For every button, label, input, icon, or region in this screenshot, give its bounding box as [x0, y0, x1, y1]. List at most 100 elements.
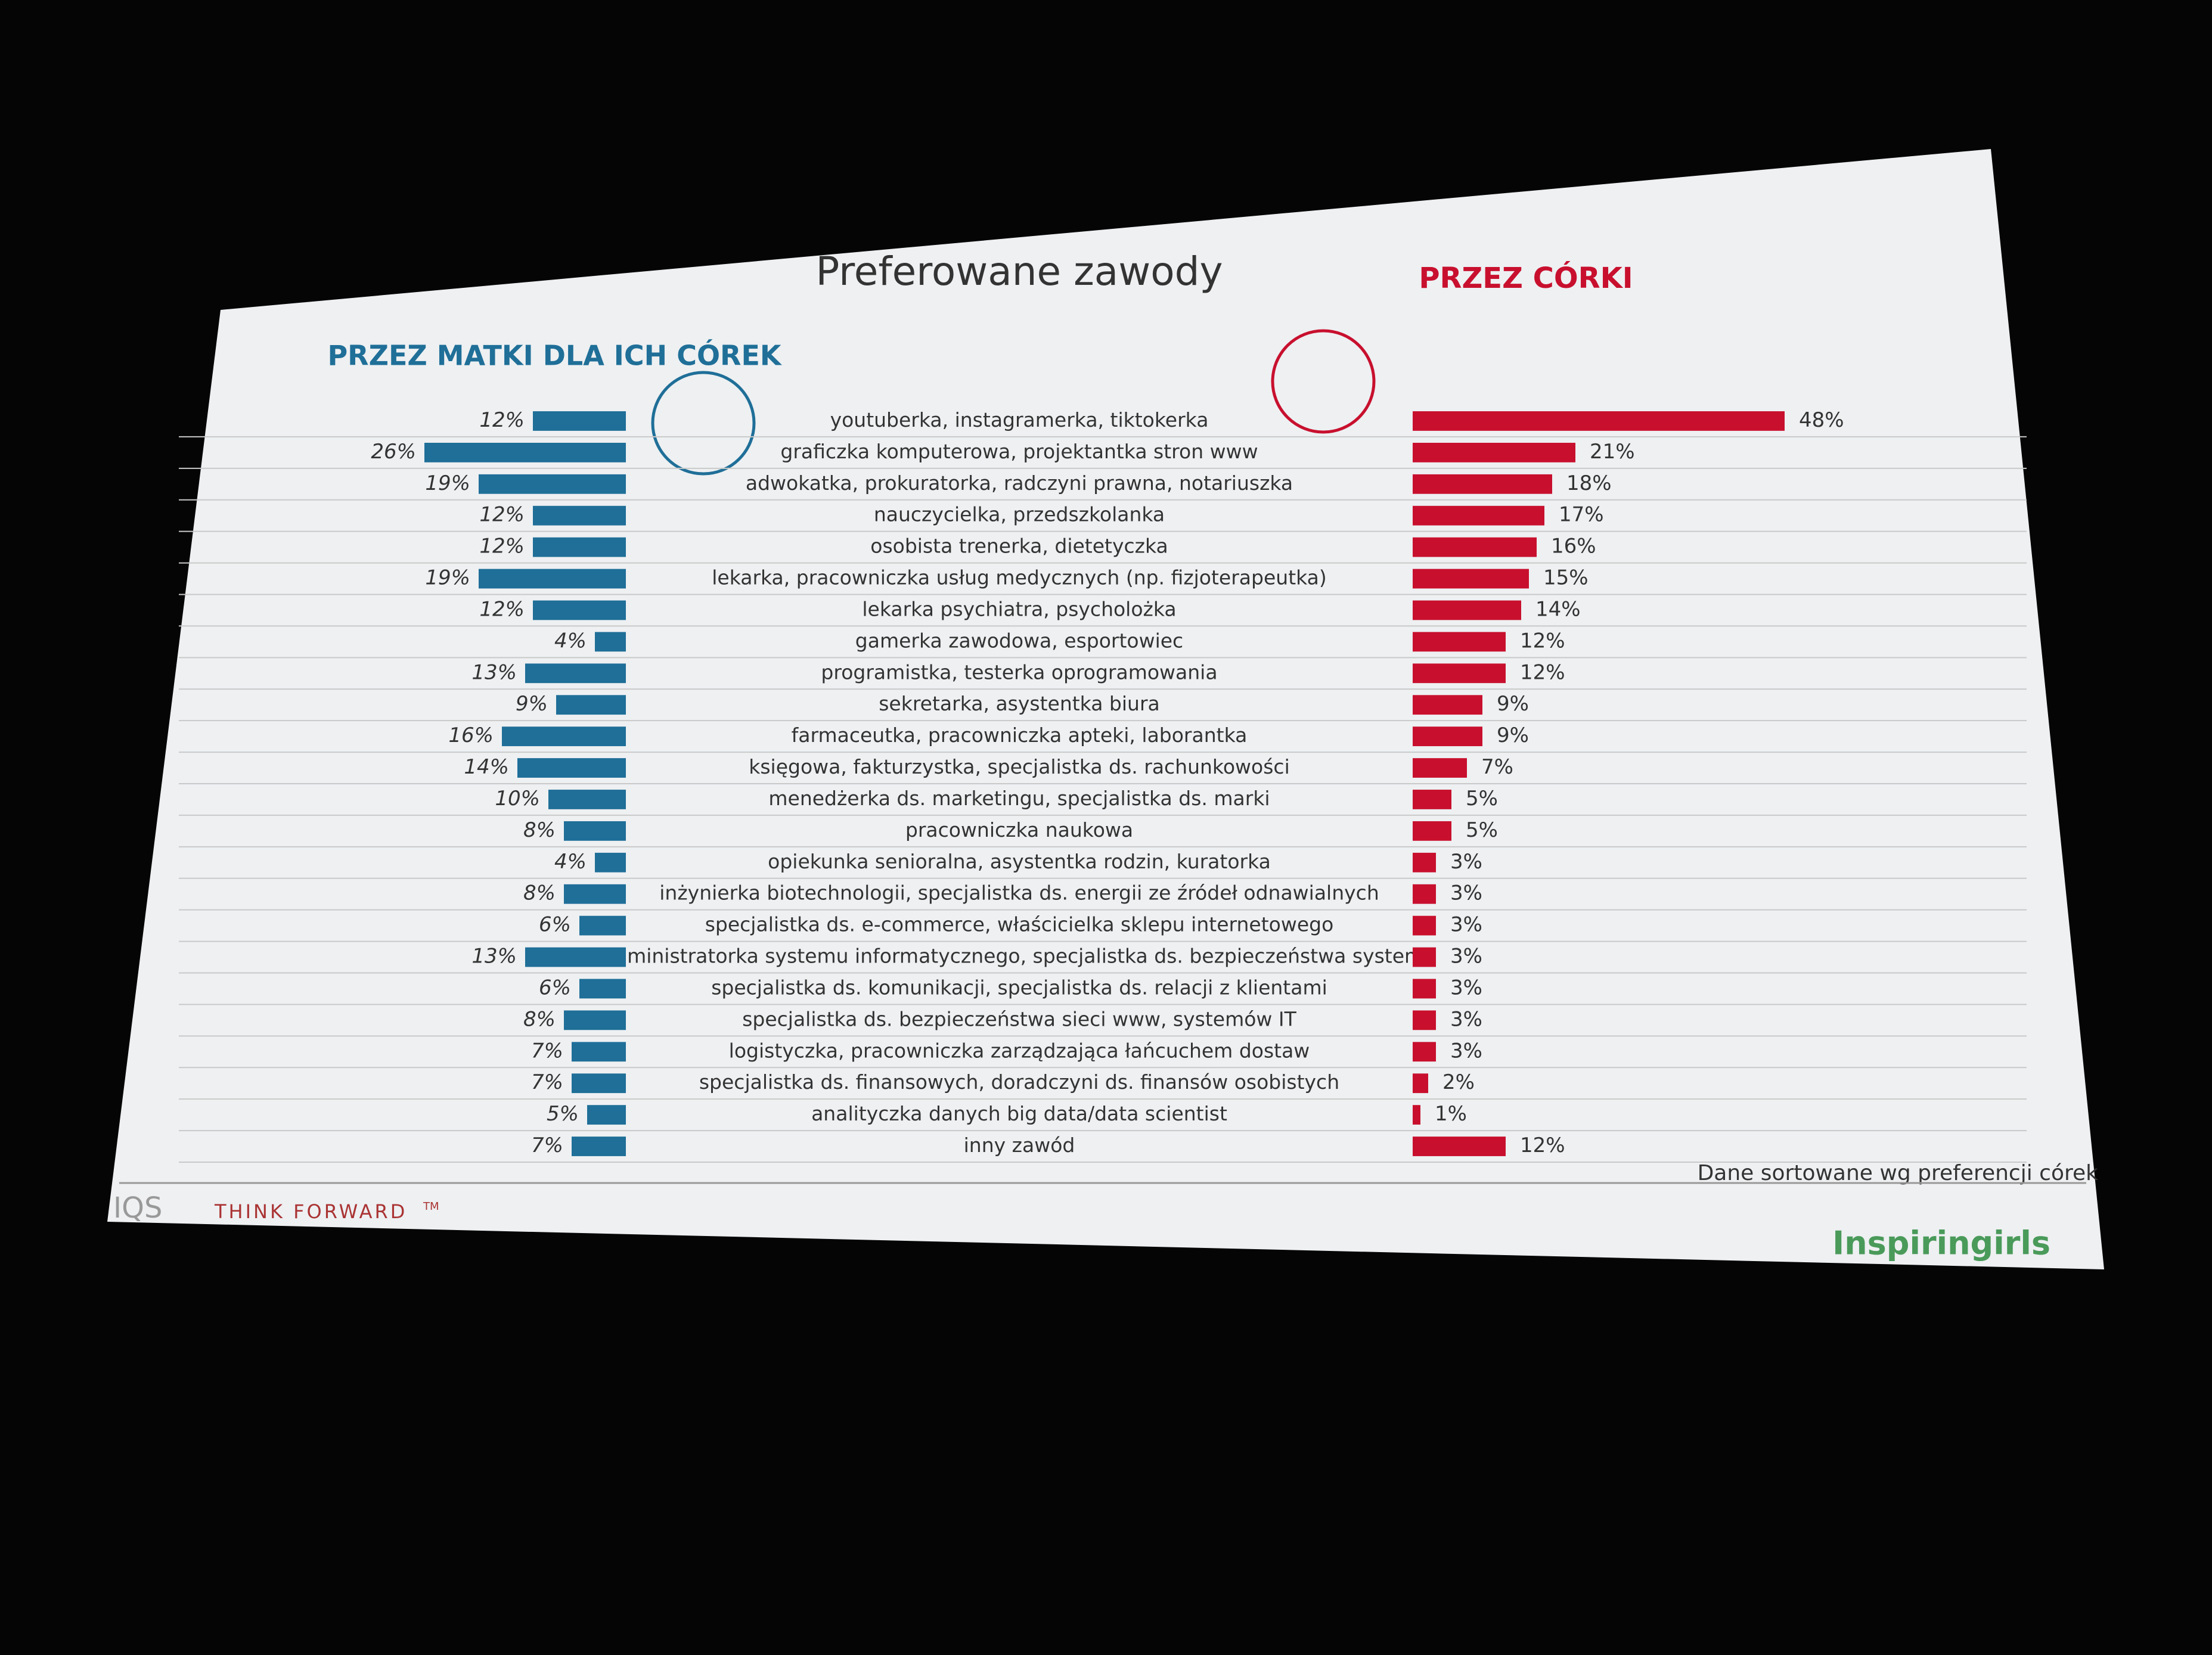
bar — [595, 852, 626, 872]
value-label: 3% — [1450, 913, 1482, 937]
bar — [1413, 632, 1506, 652]
value-label: 10% — [495, 787, 540, 811]
category-label: youtuberka, instagramerka, tiktokerka — [830, 408, 1209, 431]
footer-left: THINK FORWARD — [214, 1200, 407, 1223]
bar — [572, 1042, 626, 1062]
value-label: 14% — [1535, 597, 1581, 621]
category-label: adwokatka, prokuratorka, radczyni prawna… — [746, 471, 1293, 495]
category-label: sekretarka, asystentka biura — [879, 692, 1160, 715]
bar — [533, 600, 626, 620]
bar — [479, 474, 626, 494]
bar — [1413, 1010, 1436, 1030]
value-label: 12% — [1520, 660, 1565, 684]
bar — [533, 505, 626, 526]
value-label: 48% — [1799, 408, 1844, 432]
value-label: 3% — [1450, 976, 1482, 999]
bar — [564, 884, 626, 904]
value-label: 2% — [1442, 1070, 1475, 1094]
value-label: 19% — [425, 566, 470, 590]
category-label: graficzka komputerowa, projektantka stro… — [780, 440, 1258, 463]
value-label: 3% — [1450, 1007, 1482, 1031]
category-label: nauczycielka, przedszkolanka — [874, 503, 1165, 526]
bar — [595, 632, 626, 652]
bar — [587, 1105, 626, 1125]
value-label: 3% — [1450, 945, 1482, 968]
value-label: 7% — [531, 1070, 563, 1094]
bar — [533, 411, 626, 431]
chart-title: Preferowane zawody — [815, 249, 1223, 294]
value-label: 3% — [1450, 881, 1482, 905]
value-label: 4% — [554, 850, 587, 874]
category-label: administratorka systemu informatycznego,… — [603, 945, 1436, 968]
value-label: 9% — [1497, 724, 1529, 747]
bar — [525, 947, 626, 967]
bar — [1413, 442, 1575, 462]
value-label: 9% — [516, 692, 548, 716]
value-label: 7% — [531, 1039, 563, 1063]
bar — [1413, 1042, 1436, 1062]
category-label: specjalistka ds. finansowych, doradczyni… — [699, 1070, 1339, 1094]
value-label: 8% — [523, 1007, 556, 1031]
category-label: osobista trenerka, dietetyczka — [870, 535, 1168, 558]
bar — [1413, 474, 1552, 494]
value-label: 5% — [547, 1102, 579, 1126]
value-label: 8% — [523, 881, 556, 905]
right-heading: PRZEZ CÓRKI — [1419, 261, 1633, 295]
value-label: 4% — [554, 629, 587, 653]
bar — [1413, 1105, 1420, 1125]
value-label: 13% — [471, 945, 517, 968]
category-label: księgowa, fakturzystka, specjalistka ds.… — [749, 755, 1289, 778]
bar — [1413, 695, 1482, 715]
value-label: 14% — [464, 755, 509, 779]
value-label: 21% — [1590, 440, 1635, 464]
value-label: 12% — [479, 597, 525, 621]
bar — [579, 979, 626, 999]
category-label: inny zawód — [964, 1134, 1075, 1157]
footer-logo-right: Inspiringirls — [1832, 1225, 2050, 1262]
bar — [1413, 537, 1537, 557]
category-label: farmaceutka, pracowniczka apteki, labora… — [792, 724, 1248, 747]
bar — [556, 695, 626, 715]
bar — [579, 915, 626, 936]
bar — [1413, 663, 1506, 684]
value-label: 17% — [1559, 503, 1604, 527]
value-label: 12% — [1520, 629, 1565, 653]
value-label: 8% — [523, 818, 556, 842]
bar — [424, 442, 626, 462]
note: Dane sortowane wg preferencji córek — [1698, 1161, 2099, 1185]
bar — [1413, 852, 1436, 872]
category-label: menedżerka ds. marketingu, specjalistka … — [768, 787, 1270, 810]
value-label: 3% — [1450, 850, 1482, 874]
value-label: 5% — [1466, 818, 1498, 842]
bar — [1413, 600, 1521, 620]
bar — [564, 1010, 626, 1030]
value-label: 1% — [1435, 1102, 1467, 1126]
value-label: 12% — [479, 408, 525, 432]
bar — [1413, 411, 1785, 431]
value-label: 19% — [425, 471, 470, 495]
value-label: 5% — [1466, 787, 1498, 811]
bar — [564, 821, 626, 841]
bar — [1413, 915, 1436, 936]
bar — [1413, 758, 1467, 778]
bar — [1413, 505, 1544, 526]
category-label: logistyczka, pracowniczka zarządzająca ł… — [729, 1039, 1310, 1062]
category-label: analityczka danych big data/data scienti… — [811, 1102, 1227, 1125]
category-label: inżynierka biotechnologii, specjalistka … — [659, 881, 1379, 905]
category-label: lekarka, pracowniczka usług medycznych (… — [712, 566, 1327, 589]
category-label: specjalistka ds. komunikacji, specjalist… — [711, 976, 1327, 999]
daughter-icon — [1271, 329, 1376, 434]
value-label: 12% — [479, 503, 525, 527]
bar — [572, 1073, 626, 1094]
footer-logo-left: IQS — [113, 1191, 162, 1225]
bar — [517, 758, 626, 778]
bar — [548, 790, 626, 809]
value-label: 13% — [471, 660, 517, 684]
value-label: 26% — [371, 440, 416, 464]
category-label: specjalistka ds. e-commerce, właścicielk… — [705, 913, 1334, 936]
category-label: opiekunka senioralna, asystentka rodzin,… — [768, 850, 1271, 873]
bar — [1413, 1073, 1428, 1094]
category-label: gamerka zawodowa, esportowiec — [855, 629, 1183, 652]
